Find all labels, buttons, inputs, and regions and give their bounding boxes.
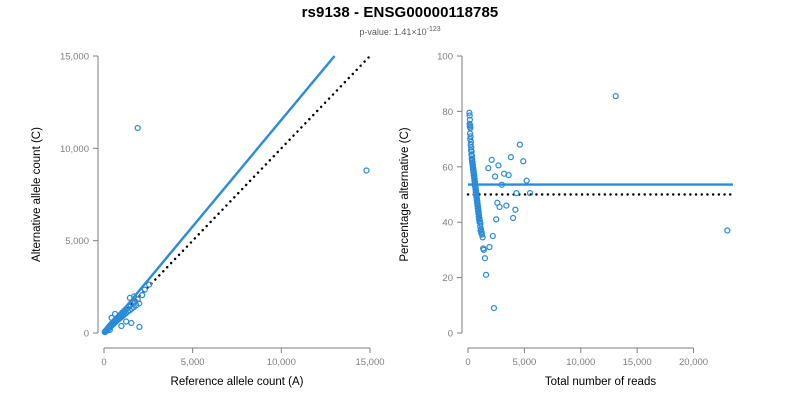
data-point bbox=[466, 112, 473, 119]
data-point bbox=[482, 271, 490, 278]
data-point bbox=[123, 318, 130, 325]
data-point bbox=[485, 165, 492, 172]
data-point bbox=[481, 255, 489, 262]
right-data-points bbox=[466, 93, 731, 312]
right-y-axis-title: Percentage alternative (C) bbox=[399, 127, 411, 261]
left-y-tick-label: 10,000 bbox=[60, 144, 89, 155]
data-point bbox=[363, 167, 370, 174]
data-point bbox=[496, 203, 503, 211]
data-point bbox=[478, 231, 486, 238]
data-point bbox=[139, 292, 146, 299]
data-point bbox=[480, 246, 487, 254]
left-x-tick-label: 5,000 bbox=[181, 357, 205, 368]
right-y-tick-label: 0 bbox=[448, 329, 453, 340]
data-point bbox=[523, 177, 530, 184]
data-point bbox=[489, 232, 496, 240]
right-x-axis-title: Total number of reads bbox=[545, 376, 656, 388]
data-point bbox=[486, 244, 493, 251]
left-reference-line bbox=[102, 54, 372, 335]
left-x-tick-label: 10,000 bbox=[267, 357, 296, 368]
data-point bbox=[493, 216, 500, 223]
left-y-tick-label: 0 bbox=[84, 329, 89, 340]
left-y-tick-label: 5,000 bbox=[65, 236, 89, 247]
pvalue-exponent: -123 bbox=[426, 26, 441, 33]
data-point bbox=[526, 189, 534, 197]
data-point bbox=[479, 234, 486, 241]
data-point bbox=[141, 286, 148, 293]
data-point bbox=[118, 322, 125, 330]
data-point bbox=[477, 223, 484, 230]
right-x-tick-label: 10,000 bbox=[566, 357, 595, 368]
right-x-tick-label: 5,000 bbox=[512, 357, 536, 368]
left-x-tick-label: 15,000 bbox=[355, 357, 384, 368]
data-point bbox=[468, 144, 475, 151]
right-x-tick-label: 15,000 bbox=[623, 357, 652, 368]
data-point bbox=[135, 300, 143, 307]
data-point bbox=[612, 93, 619, 100]
left-y-axis-title: Alternative allele count (C) bbox=[31, 127, 43, 262]
data-point bbox=[503, 202, 510, 209]
data-point bbox=[134, 124, 141, 132]
left-x-axis-title: Reference allele count (A) bbox=[171, 376, 304, 388]
data-point bbox=[136, 323, 143, 331]
data-point bbox=[108, 314, 115, 321]
left-x-tick-label: 0 bbox=[101, 357, 106, 368]
pvalue-annotation: p-value: 1.41×10-123 bbox=[0, 26, 800, 37]
left-fit-line bbox=[103, 55, 336, 334]
right-y-tick-label: 60 bbox=[442, 162, 453, 173]
data-point bbox=[495, 162, 502, 169]
page-title: rs9138 - ENSG00000118785 bbox=[301, 4, 499, 21]
data-point bbox=[516, 141, 523, 148]
right-x-tick-label: 20,000 bbox=[679, 357, 708, 368]
data-point bbox=[724, 227, 731, 234]
data-point bbox=[488, 156, 495, 163]
data-point bbox=[111, 310, 119, 318]
right-y-tick-label: 40 bbox=[442, 218, 453, 229]
right-y-tick-label: 100 bbox=[437, 52, 453, 63]
data-point bbox=[490, 304, 498, 312]
right-y-tick-label: 20 bbox=[442, 273, 453, 284]
right-x-tick-label: 0 bbox=[465, 357, 470, 368]
data-point bbox=[468, 148, 475, 155]
data-point bbox=[505, 171, 512, 179]
left-data-points bbox=[101, 124, 370, 336]
data-point bbox=[491, 173, 499, 180]
data-point bbox=[509, 214, 517, 222]
data-point bbox=[507, 153, 514, 161]
data-point bbox=[146, 281, 153, 288]
pvalue-text: p-value: 1.41×10 bbox=[359, 27, 427, 37]
data-point bbox=[520, 158, 527, 165]
data-point bbox=[512, 206, 519, 213]
data-point bbox=[513, 189, 520, 197]
right-y-tick-label: 80 bbox=[442, 107, 453, 118]
left-y-tick-label: 15,000 bbox=[60, 52, 89, 63]
data-point bbox=[466, 109, 473, 116]
